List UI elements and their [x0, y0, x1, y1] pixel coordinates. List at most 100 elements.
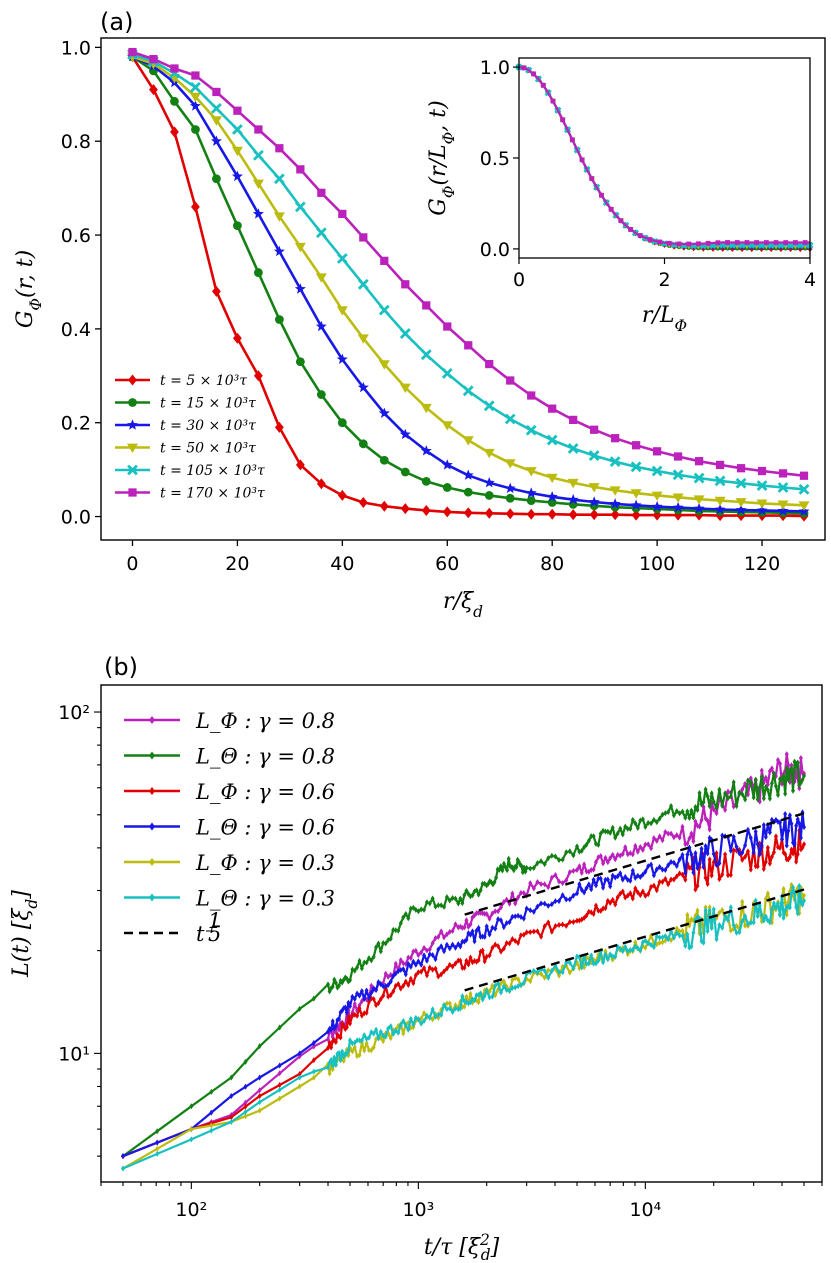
- data-point: [252, 179, 264, 189]
- series-a-1: [128, 52, 809, 518]
- data-point: [799, 471, 809, 480]
- data-point: [618, 825, 623, 832]
- data-point: [549, 852, 554, 859]
- data-point: [769, 853, 774, 860]
- data-point: [651, 500, 663, 512]
- data-point: [582, 844, 587, 851]
- data-point: [649, 883, 654, 890]
- legend-entry: t15: [124, 909, 221, 946]
- data-point: [745, 826, 750, 833]
- data-point: [680, 932, 685, 939]
- data-point: [740, 849, 745, 856]
- data-point: [277, 1095, 282, 1102]
- data-point: [191, 201, 200, 213]
- data-point: [795, 816, 800, 823]
- data-point: [464, 993, 469, 1000]
- data-point: [547, 508, 557, 520]
- data-point: [666, 936, 671, 943]
- data-point: [419, 906, 424, 913]
- data-point: [348, 1037, 353, 1044]
- data-point: [677, 856, 682, 863]
- data-point: [212, 285, 221, 297]
- data-point: [773, 904, 778, 911]
- data-point: [231, 146, 243, 157]
- data-point: [398, 957, 403, 964]
- data-point: [277, 1086, 282, 1093]
- data-point: [643, 944, 648, 951]
- data-point: [311, 1068, 316, 1075]
- data-point: [633, 820, 638, 827]
- data-point: [542, 974, 547, 981]
- data-point: [500, 867, 505, 874]
- legend-marker: [149, 787, 155, 795]
- data-point: [630, 499, 642, 510]
- data-point: [294, 283, 306, 294]
- data-point: [557, 878, 562, 885]
- data-point: [411, 948, 416, 955]
- data-point: [359, 233, 368, 242]
- data-point: [711, 906, 716, 913]
- data-point: [564, 877, 569, 884]
- data-point: [401, 982, 406, 989]
- data-point: [674, 832, 679, 839]
- data-point: [765, 787, 770, 794]
- data-point: [376, 1035, 381, 1042]
- data-point: [620, 831, 625, 838]
- data-point: [753, 897, 758, 904]
- data-point: [586, 837, 591, 844]
- data-point: [464, 341, 473, 350]
- data-point: [462, 924, 467, 931]
- data-point: [755, 913, 760, 920]
- data-point: [728, 927, 733, 934]
- inset-point: [599, 192, 604, 198]
- data-point: [697, 790, 702, 797]
- data-point: [567, 493, 579, 505]
- data-point: [492, 879, 497, 886]
- legend-b: L_Φ : γ = 0.8 L_Θ : γ = 0.8 L_Φ : γ = 0.6 L…: [124, 709, 335, 946]
- data-point: [274, 421, 284, 433]
- data-point: [717, 786, 722, 793]
- data-point: [476, 924, 481, 931]
- data-point: [444, 1006, 449, 1013]
- data-point: [547, 498, 557, 507]
- data-point: [400, 503, 410, 515]
- data-point: [338, 1034, 343, 1041]
- legend-label: t = 30 × 10³τ: [160, 418, 256, 434]
- inset-point: [783, 240, 789, 245]
- data-point: [350, 1048, 355, 1055]
- data-point: [748, 779, 753, 786]
- data-point: [674, 808, 679, 815]
- data-point: [297, 1050, 302, 1057]
- data-point: [439, 1011, 444, 1018]
- data-point: [601, 959, 606, 966]
- data-point: [419, 1015, 424, 1022]
- data-point: [618, 945, 623, 952]
- data-point: [691, 814, 696, 821]
- marker-stroke: [588, 450, 600, 461]
- data-point: [315, 273, 327, 283]
- data-point: [579, 964, 584, 971]
- data-point: [723, 806, 728, 813]
- legend-label-exponent-denominator: 5: [208, 922, 221, 946]
- inset-point: [715, 240, 721, 246]
- y-tick-label: 0.8: [61, 131, 91, 153]
- data-point: [560, 892, 565, 899]
- data-point: [439, 928, 444, 935]
- inset-point: [560, 117, 566, 123]
- data-point: [458, 895, 463, 902]
- data-point: [613, 856, 618, 863]
- data-point: [723, 851, 728, 858]
- data-point: [657, 934, 662, 941]
- legend-label: L_Θ : γ = 0.6: [195, 816, 335, 840]
- data-point: [277, 1082, 282, 1089]
- data-point: [484, 923, 489, 930]
- data-point: [663, 937, 668, 944]
- data-point: [705, 793, 710, 800]
- inset-point: [550, 98, 556, 104]
- data-point: [391, 972, 396, 979]
- data-point: [751, 794, 756, 801]
- data-point: [769, 906, 774, 913]
- data-point: [453, 1005, 458, 1012]
- data-point: [243, 1099, 248, 1106]
